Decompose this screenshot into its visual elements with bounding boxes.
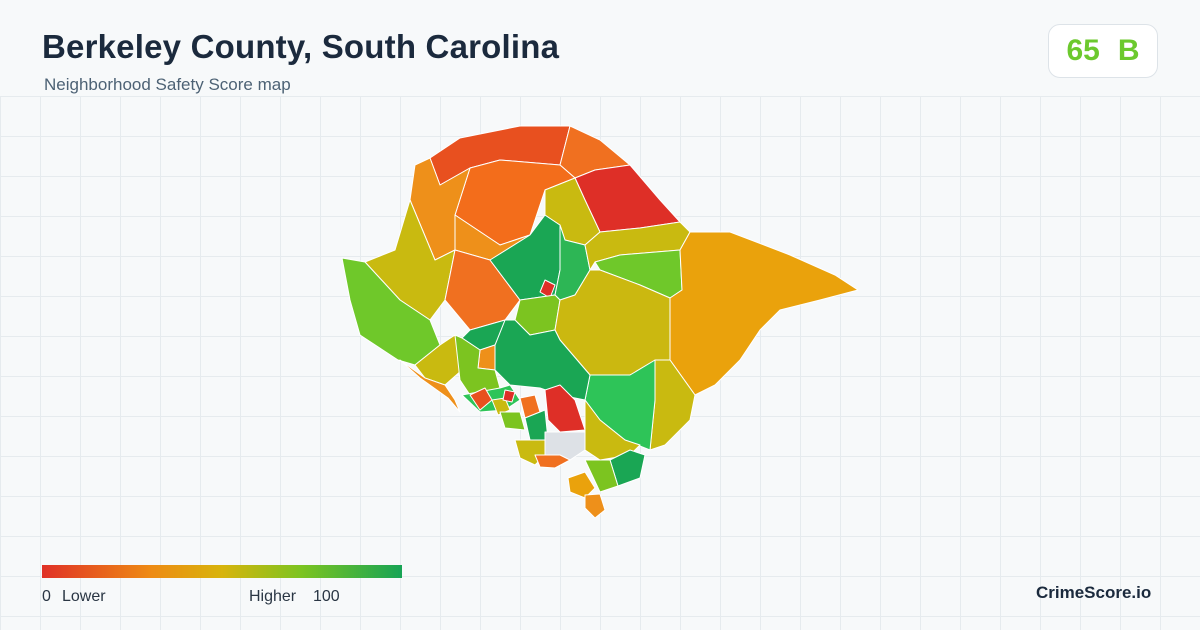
legend-higher-label: Higher — [249, 588, 297, 605]
safety-score-badge: 65 B — [1048, 24, 1158, 78]
neighborhood-region[interactable] — [584, 459, 619, 493]
brand-logo-text: CrimeScore.io — [1036, 583, 1152, 602]
legend-min-value: 0 — [42, 588, 51, 605]
legend-lower-label: Lower — [62, 588, 106, 605]
neighborhood-region[interactable] — [669, 231, 859, 396]
score-grade: B — [1117, 34, 1140, 67]
score-value: 65 — [1066, 34, 1100, 67]
neighborhood-region[interactable] — [491, 397, 511, 416]
neighborhood-region[interactable] — [567, 471, 596, 499]
neighborhood-region[interactable] — [499, 411, 526, 431]
legend-color-scale — [42, 565, 402, 578]
neighborhood-region[interactable] — [584, 493, 606, 519]
neighborhood-region[interactable] — [502, 389, 516, 403]
page-title: Berkeley County, South Carolina — [42, 28, 560, 65]
page-subtitle: Neighborhood Safety Score map — [44, 75, 291, 94]
neighborhood-region[interactable] — [454, 334, 501, 396]
neighborhood-region[interactable] — [534, 454, 571, 469]
neighborhood-region[interactable] — [399, 359, 461, 413]
legend-max-value: 100 — [313, 588, 340, 605]
